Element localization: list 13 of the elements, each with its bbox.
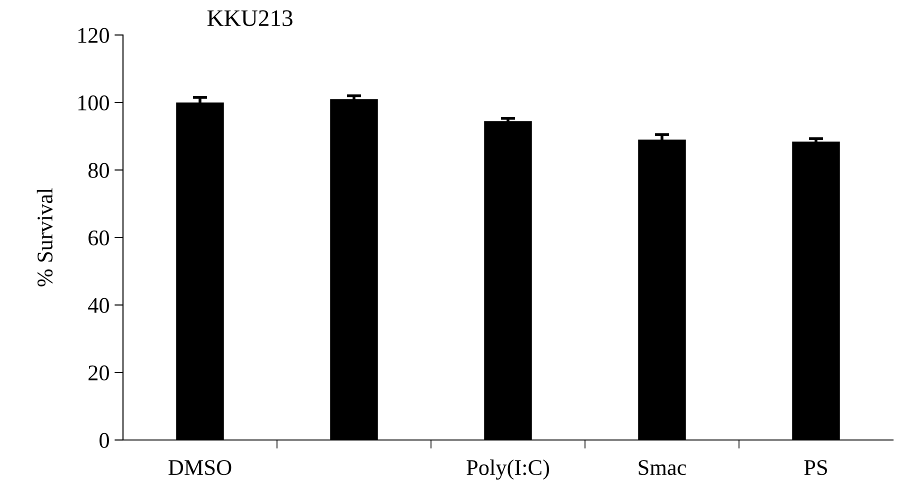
y-tick-label: 0 [100, 432, 109, 448]
y-tick-label: 60 [88, 230, 109, 246]
x-tick-label: Poly(I:C) [466, 459, 549, 480]
y-tick-label: 40 [88, 298, 109, 313]
x-tick-label: PS [804, 460, 827, 476]
x-tick-label: DMSO [168, 460, 232, 476]
chart-title: KKU213 [207, 10, 292, 26]
y-tick-label: 100 [78, 95, 109, 110]
y-tick-label: 80 [88, 162, 109, 178]
y-axis-title: % Survival [36, 188, 53, 286]
x-tick-label: Smac [638, 460, 686, 476]
y-tick-label: 120 [78, 28, 109, 43]
y-tick-label: 20 [88, 365, 109, 380]
